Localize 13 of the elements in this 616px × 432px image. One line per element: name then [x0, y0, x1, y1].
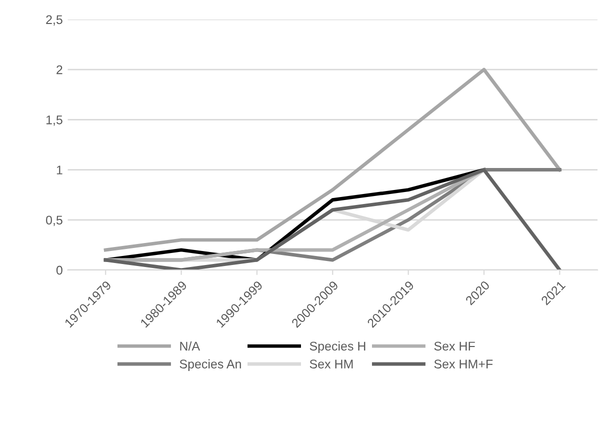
y-tick-label: 2 [56, 65, 62, 74]
y-tick-label: 1,5 [46, 116, 62, 126]
legend-label: Species H [310, 341, 366, 354]
legend-label: Species An [180, 359, 241, 371]
legend-label: Sex HF [434, 342, 475, 351]
y-tick-label: 0 [56, 266, 62, 275]
y-tick-label: 2,5 [46, 15, 62, 26]
legend-label: Sex HM [310, 360, 353, 368]
legend-label: N/A [180, 341, 200, 351]
line-series [104, 68, 562, 252]
y-tick-label: 1 [56, 166, 62, 174]
y-tick-label: 0,5 [46, 216, 62, 226]
legend-label: Sex HM+F [434, 360, 493, 368]
